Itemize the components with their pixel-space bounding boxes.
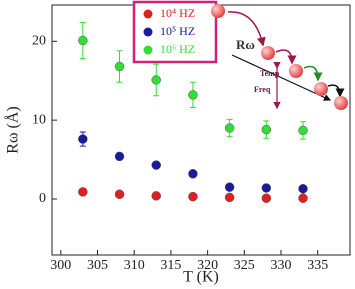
- point: [298, 125, 308, 136]
- x-tick-label: 335: [307, 258, 328, 273]
- x-tick-label: 330: [271, 258, 292, 273]
- x-tick-label: 300: [50, 258, 71, 273]
- point: [224, 192, 235, 203]
- legend-label: 10⁴ HZ: [160, 6, 195, 20]
- point: [261, 193, 272, 203]
- point: [151, 191, 161, 201]
- point: [188, 191, 198, 202]
- point: [224, 123, 235, 133]
- x-tick-label: 305: [87, 258, 108, 273]
- legend-label: 10⁵ HZ: [160, 24, 195, 38]
- y-tick-label: 10: [32, 112, 46, 127]
- point: [78, 187, 88, 197]
- point: [224, 182, 235, 192]
- legend-label: 10⁶ HZ: [160, 42, 195, 56]
- point: [114, 151, 125, 162]
- legend-marker: [143, 27, 153, 37]
- x-tick-label: 325: [234, 258, 255, 273]
- inset-diagram: [211, 4, 348, 110]
- legend-marker: [143, 9, 153, 19]
- point: [78, 134, 88, 144]
- point: [151, 75, 161, 85]
- x-axis-label: T (K): [183, 269, 219, 286]
- y-tick-label: 20: [32, 33, 46, 48]
- point: [298, 184, 308, 194]
- point: [114, 189, 125, 200]
- y-axis-label: Rω (Å): [4, 106, 22, 153]
- x-tick-label: 320: [197, 258, 218, 273]
- x-tick-label: 315: [160, 258, 181, 273]
- point: [188, 169, 198, 179]
- x-tick-label: 310: [124, 258, 145, 273]
- point: [298, 193, 308, 203]
- point: [188, 90, 198, 100]
- point: [151, 160, 161, 170]
- annotation: Freq: [254, 85, 271, 94]
- annotation: Rω: [236, 37, 255, 52]
- annotation: Temp: [260, 69, 280, 78]
- point: [261, 124, 272, 135]
- point: [78, 35, 88, 46]
- y-tick-label: 0: [39, 191, 46, 206]
- legend-marker: [143, 45, 153, 55]
- point: [261, 183, 272, 193]
- point: [114, 61, 125, 72]
